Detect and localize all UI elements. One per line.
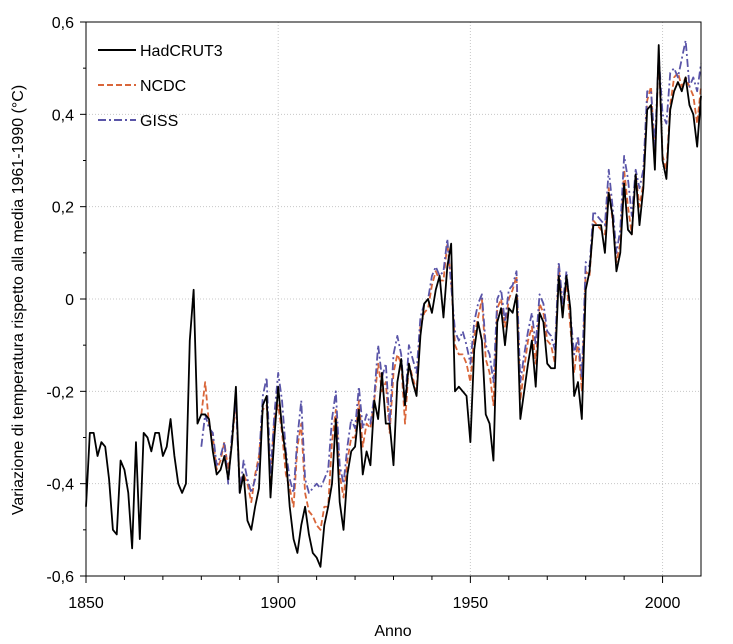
gridlines <box>86 22 701 576</box>
series-line-giss <box>200 39 702 494</box>
series-line-hadcrut3 <box>85 44 702 568</box>
x-tick-label: 1850 <box>68 595 104 612</box>
x-tick-label: 2000 <box>645 595 681 612</box>
axis-ticks <box>80 21 664 583</box>
y-tick-label: 0 <box>65 292 74 309</box>
legend-label-giss: GISS <box>140 113 178 130</box>
legend-label-hadcrut3: HadCRUT3 <box>140 43 223 60</box>
y-axis-title: Variazione di temperatura rispetto alla … <box>10 85 27 515</box>
legend-label-ncdc: NCDC <box>140 78 186 95</box>
series-lines <box>85 39 702 568</box>
y-tick-label: -0,6 <box>46 569 74 586</box>
y-tick-label: 0,4 <box>52 107 74 124</box>
x-tick-label: 1900 <box>260 595 296 612</box>
x-tick-label: 1950 <box>453 595 489 612</box>
legend: HadCRUT3 NCDC GISS <box>98 43 223 130</box>
y-tick-label: 0,2 <box>52 200 74 217</box>
x-tick-labels: 1850 1900 1950 2000 <box>68 595 680 612</box>
y-tick-labels: -0,6 -0,4 -0,2 0 0,2 0,4 0,6 <box>46 15 74 586</box>
y-tick-label: 0,6 <box>52 15 74 32</box>
y-tick-label: -0,2 <box>46 384 74 401</box>
x-axis-title: Anno <box>374 623 411 640</box>
series-line-ncdc <box>200 53 702 531</box>
y-tick-label: -0,4 <box>46 477 74 494</box>
